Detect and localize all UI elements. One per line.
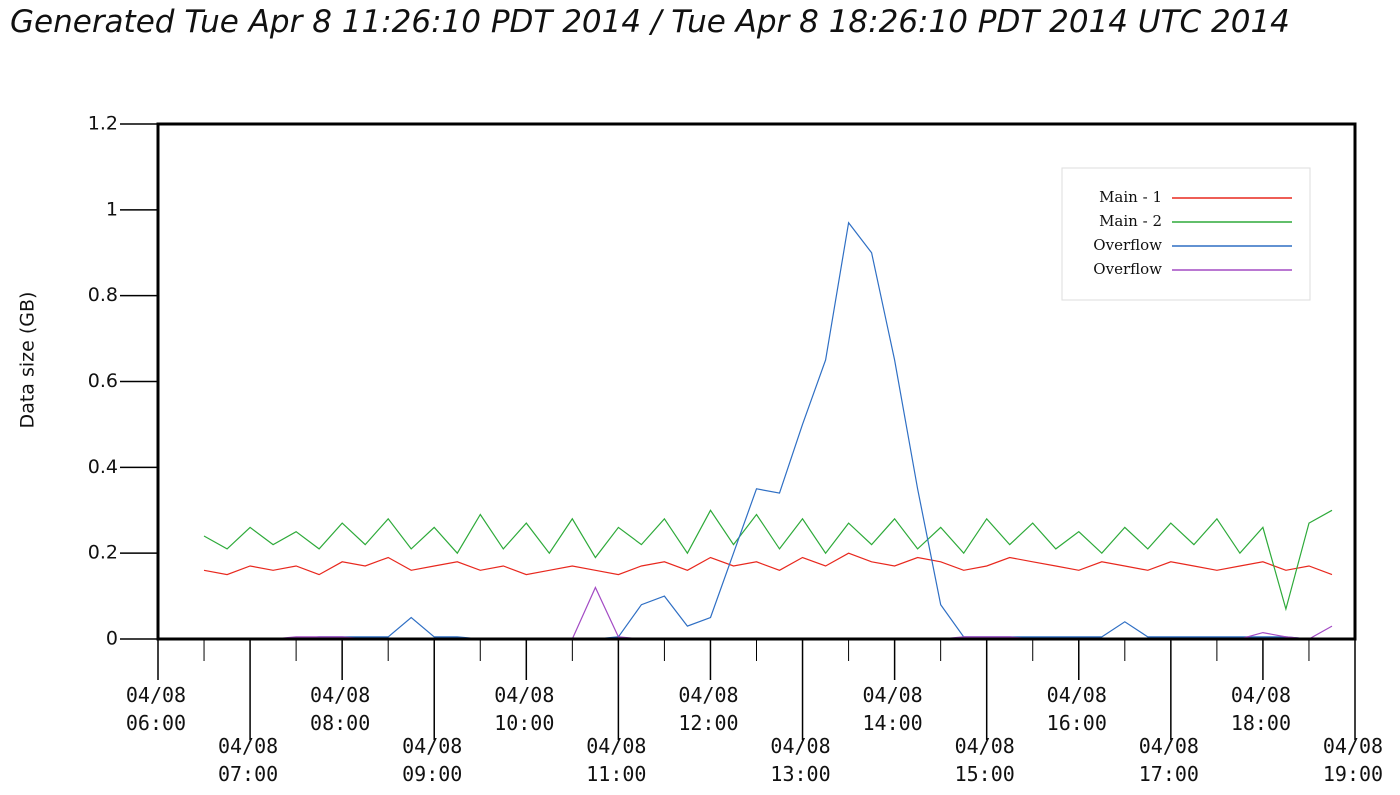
legend-label: Main - 2 — [1099, 212, 1162, 230]
x-tick-label: 04/08 15:00 — [954, 734, 1015, 786]
y-tick-label: 0.6 — [88, 370, 118, 392]
series-line — [203, 509, 1333, 612]
chart-title: Generated Tue Apr 8 11:26:10 PDT 2014 / … — [10, 4, 1290, 40]
x-tick-label: 04/08 16:00 — [1046, 683, 1107, 735]
x-tick-label: 04/08 13:00 — [770, 734, 831, 786]
x-tick-label: 04/08 18:00 — [1230, 683, 1292, 735]
legend-label: Main - 1 — [1099, 188, 1162, 206]
legend-box — [1061, 167, 1311, 301]
series-line — [203, 552, 1333, 576]
x-tick-label: 04/08 07:00 — [217, 734, 279, 786]
series-line — [204, 221, 1332, 640]
x-tick-label: 04/08 08:00 — [310, 683, 371, 735]
x-tick-label: 04/08 11:00 — [586, 734, 647, 786]
y-tick-label: 0 — [106, 628, 118, 650]
y-axis-label: Data size (GB) — [17, 292, 39, 429]
x-tick-label: 04/08 14:00 — [862, 683, 923, 735]
plot-frame — [156, 122, 1357, 641]
legend-label: Overflow — [1093, 236, 1162, 254]
x-tick-label: 04/08 17:00 — [1138, 734, 1199, 786]
y-tick-label: 0.8 — [88, 284, 118, 306]
legend: Main - 1 Main - 2 Overflow Overflow — [1061, 167, 1311, 301]
y-tick-label: 0.2 — [88, 542, 118, 564]
x-tick-label: 04/08 09:00 — [402, 734, 463, 786]
x-tick-label: 04/08 19:00 — [1322, 734, 1384, 786]
x-tick-label: 04/08 10:00 — [494, 683, 555, 735]
legend-label: Overflow — [1093, 260, 1162, 278]
x-tick-label: 04/08 12:00 — [678, 683, 739, 735]
y-tick-label: 0.4 — [88, 456, 118, 478]
series-line — [204, 586, 1333, 640]
x-tick-label: 04/08 06:00 — [125, 683, 187, 735]
y-tick-label: 1.2 — [88, 113, 118, 135]
y-tick-label: 1 — [106, 198, 118, 220]
